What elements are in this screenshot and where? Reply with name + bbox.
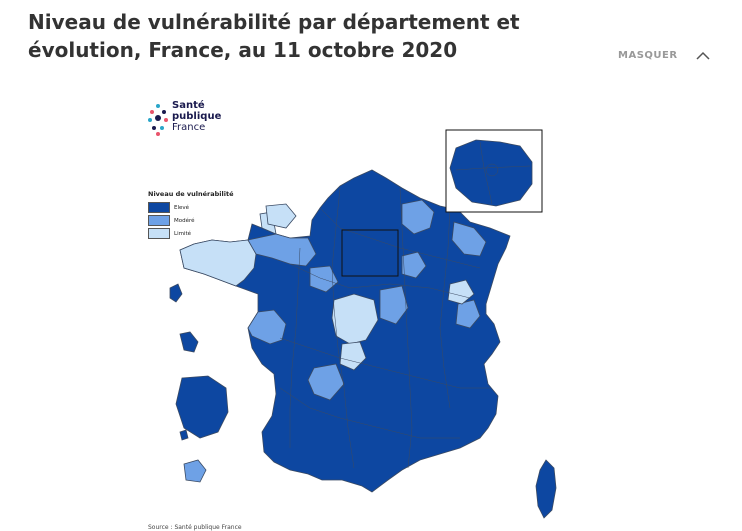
legend-item: Modéré	[148, 214, 258, 227]
map-region-doubs	[447, 279, 475, 305]
map-region-east-moderate	[451, 221, 487, 257]
legend-title: Niveau de vulnérabilité	[148, 190, 234, 198]
legend-item: Limité	[148, 227, 258, 240]
map-region-creuse	[307, 363, 345, 401]
map-region-yonne	[401, 251, 427, 279]
department-borders	[279, 187, 490, 469]
idf-inset-map	[449, 139, 533, 207]
logo-line-1: Santé	[172, 100, 205, 111]
legend-swatch-limited	[148, 228, 170, 239]
map-source-text: Source : Santé publique France	[148, 524, 242, 531]
map-region-martinique	[169, 283, 183, 303]
map-region-reunion	[183, 459, 207, 483]
sante-publique-france-logo: Santé publique France	[146, 98, 236, 144]
map-region-mayotte	[179, 429, 189, 441]
map-region-centre	[331, 293, 379, 345]
page-title: Niveau de vulnérabilité par département …	[28, 10, 520, 62]
map-region-corsica	[535, 459, 557, 519]
map-region-vendee	[247, 309, 287, 345]
legend-label-limited: Limité	[174, 230, 192, 237]
legend-swatch-moderate	[148, 215, 170, 226]
logo-dots-icon	[148, 104, 168, 136]
map-region-guyane	[175, 375, 229, 439]
legend-label-high: Elevé	[174, 204, 190, 211]
map-region-guadeloupe	[179, 331, 199, 353]
hide-toggle-label: MASQUER	[618, 50, 678, 61]
legend-swatch-high	[148, 202, 170, 213]
map-region-west-moderate	[247, 233, 317, 267]
logo-line-2: publique	[172, 111, 222, 122]
map-region-jura	[455, 299, 481, 329]
map-region-cher-moderate	[309, 265, 339, 293]
map-region-eure	[265, 203, 297, 229]
legend-item: Elevé	[148, 201, 258, 214]
vulnerability-map-figure: Santé publique France Niveau de vulnérab…	[140, 88, 560, 531]
hide-toggle-button[interactable]: MASQUER	[618, 50, 710, 61]
map-legend: Niveau de vulnérabilité Elevé Modéré Lim…	[148, 190, 258, 240]
france-map	[169, 129, 557, 519]
logo-text: Santé publique France	[172, 100, 221, 133]
logo-line-3: France	[172, 122, 206, 133]
legend-label-moderate: Modéré	[174, 217, 195, 224]
map-region-brittany	[179, 239, 257, 287]
chevron-up-icon	[696, 51, 710, 60]
idf-highlight-frame	[341, 229, 399, 277]
map-region-nievre	[379, 285, 409, 325]
